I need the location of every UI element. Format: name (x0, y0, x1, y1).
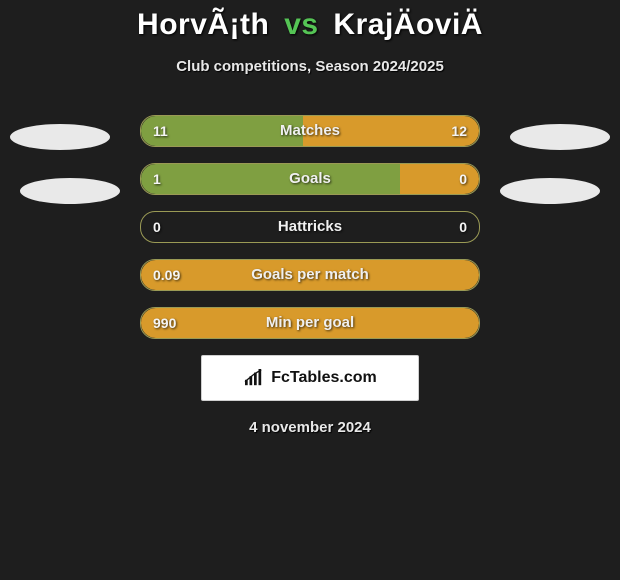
subtitle: Club competitions, Season 2024/2025 (0, 58, 620, 75)
stat-fill-right (303, 116, 479, 146)
stat-fill-left (141, 116, 303, 146)
stat-row: Hattricks0 0 (140, 211, 480, 243)
brand-chart-icon (243, 369, 265, 387)
stat-value-right: 0 (459, 212, 467, 242)
page-title: HorvÃ¡th vs KrajÄoviÄ (0, 0, 620, 42)
player2-name: KrajÄoviÄ (333, 8, 483, 41)
stats-container: Matches1112 Goals10 Hattricks0 0 Goals per m… (140, 115, 480, 339)
stat-row: Matches1112 (140, 115, 480, 147)
stat-fill-left (141, 308, 479, 338)
stat-row: Goals10 (140, 163, 480, 195)
stat-row: Min per goal990 (140, 307, 480, 339)
stat-row: Goals per match0.09 (140, 259, 480, 291)
date-label: 4 november 2024 (0, 419, 620, 436)
vs-label: vs (284, 8, 318, 41)
player1-name: HorvÃ¡th (137, 8, 269, 41)
player-photo-placeholder (10, 124, 110, 150)
brand-text: FcTables.com (271, 369, 377, 387)
player-photo-placeholder (510, 124, 610, 150)
stat-fill-right (400, 164, 479, 194)
stat-fill-left (141, 260, 479, 290)
brand-box: FcTables.com (201, 355, 419, 401)
player-photo-placeholder (20, 178, 120, 204)
stat-label: Hattricks (141, 212, 479, 242)
stat-fill-left (141, 164, 400, 194)
stat-value-left: 0 (153, 212, 161, 242)
player-photo-placeholder (500, 178, 600, 204)
